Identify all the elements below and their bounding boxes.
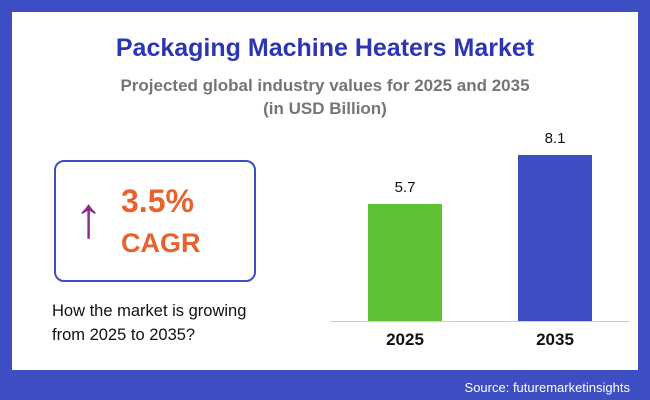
subtitle-line-2: (in USD Billion) <box>263 98 387 118</box>
cagr-text: 3.5% CAGR <box>121 183 201 259</box>
axis-label-2035: 2035 <box>536 330 574 349</box>
bar-2025 <box>368 204 442 321</box>
page-title: Packaging Machine Heaters Market <box>115 34 535 62</box>
bar-value-2035: 8.1 <box>544 130 566 147</box>
bar-group-2025: 5.7 <box>368 179 442 321</box>
page-subtitle: Projected global industry values for 202… <box>12 75 638 121</box>
growth-question-line-1: How the market is growing <box>52 302 247 320</box>
bar-2035 <box>518 155 592 321</box>
source-attribution: Source: futuremarketinsights <box>464 380 630 395</box>
content-card: Packaging Machine Heaters Market Project… <box>12 12 638 370</box>
bar-group-2035: 8.1 <box>518 130 592 321</box>
growth-arrow-icon: ↑ <box>74 185 103 250</box>
bar-chart: 5.7 8.1 2025 2035 <box>330 120 630 350</box>
axis-label-2025: 2025 <box>386 330 424 349</box>
subtitle-line-1: Projected global industry values for 202… <box>120 76 530 95</box>
chart-axis-labels: 2025 2035 <box>330 330 630 350</box>
chart-plot-area: 5.7 8.1 <box>330 120 630 322</box>
cagr-value: 3.5% <box>121 183 194 219</box>
growth-question: How the market is growing from 2025 to 2… <box>52 300 246 348</box>
growth-question-line-2: from 2025 to 2035? <box>52 325 196 344</box>
cagr-label: CAGR <box>121 228 201 258</box>
bar-value-2025: 5.7 <box>394 179 416 196</box>
cagr-callout-box: ↑ 3.5% CAGR <box>54 160 256 282</box>
